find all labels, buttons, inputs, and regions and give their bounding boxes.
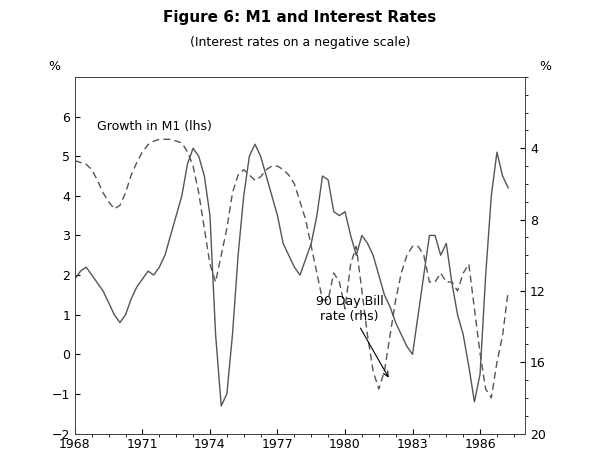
Text: %: % (49, 60, 61, 73)
Text: (Interest rates on a negative scale): (Interest rates on a negative scale) (190, 36, 410, 49)
Text: 90 Day Bill
rate (rhs): 90 Day Bill rate (rhs) (316, 295, 388, 377)
Text: %: % (539, 60, 551, 73)
Text: Figure 6: M1 and Interest Rates: Figure 6: M1 and Interest Rates (163, 10, 437, 25)
Text: Growth in M1 (lhs): Growth in M1 (lhs) (97, 120, 212, 133)
